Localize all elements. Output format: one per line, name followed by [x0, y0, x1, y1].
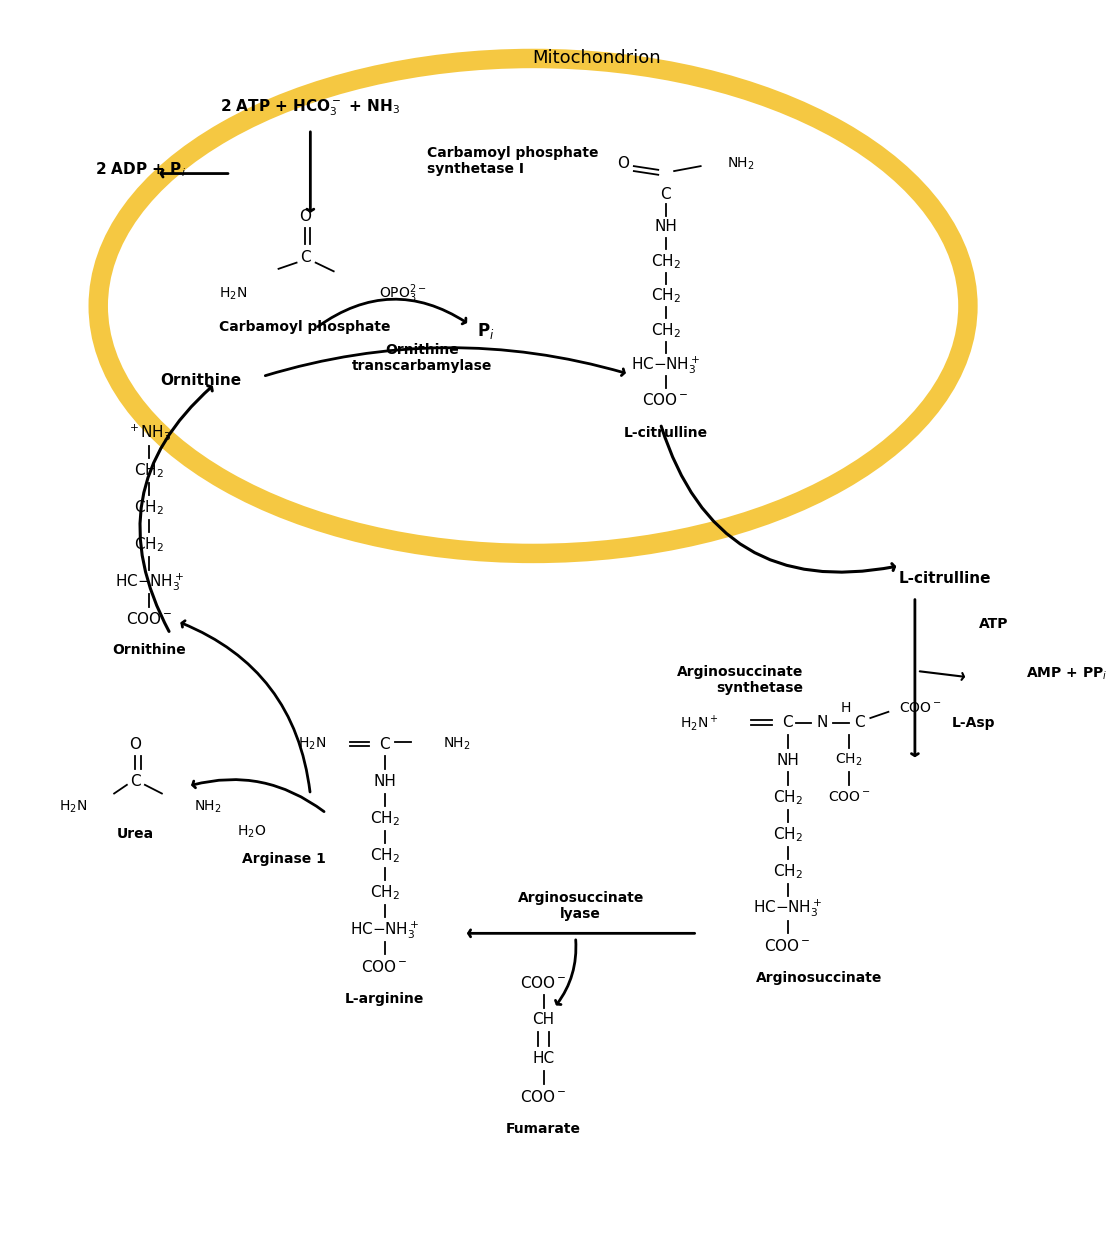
Text: C: C — [380, 737, 390, 752]
Text: H$_2$N$^+$: H$_2$N$^+$ — [680, 713, 718, 733]
Text: Carbamoyl phosphate
synthetase I: Carbamoyl phosphate synthetase I — [427, 147, 599, 177]
Text: CH$_2$: CH$_2$ — [134, 536, 164, 554]
Text: H$_2$N: H$_2$N — [298, 736, 326, 752]
Text: CH: CH — [533, 1013, 555, 1028]
Text: Fumarate: Fumarate — [506, 1122, 581, 1136]
Text: NH: NH — [373, 773, 397, 788]
Text: Ornithine: Ornithine — [161, 373, 241, 388]
Text: H$_2$N: H$_2$N — [219, 286, 247, 302]
Text: HC$-$NH$_3^+$: HC$-$NH$_3^+$ — [631, 354, 700, 377]
Text: CH$_2$: CH$_2$ — [134, 461, 164, 480]
Text: CH$_2$: CH$_2$ — [651, 322, 680, 341]
Text: N: N — [817, 716, 829, 731]
Text: CH$_2$: CH$_2$ — [773, 863, 803, 881]
Text: NH$_2$: NH$_2$ — [193, 799, 221, 815]
Text: COO$^-$: COO$^-$ — [828, 791, 870, 804]
Text: CH$_2$: CH$_2$ — [370, 883, 400, 902]
Text: AMP + PP$_i$: AMP + PP$_i$ — [1027, 665, 1107, 681]
Text: H$_2$O: H$_2$O — [238, 824, 267, 840]
Text: Urea: Urea — [117, 828, 154, 842]
Text: C: C — [782, 716, 793, 731]
Text: P$_i$: P$_i$ — [477, 321, 494, 341]
Text: L-arginine: L-arginine — [345, 992, 424, 1006]
Text: L-Asp: L-Asp — [952, 716, 995, 730]
Text: H$_2$N: H$_2$N — [59, 799, 87, 815]
Text: 2 ADP + P$_i$: 2 ADP + P$_i$ — [95, 160, 187, 179]
Text: HC: HC — [533, 1050, 555, 1065]
Text: COO$^-$: COO$^-$ — [361, 958, 408, 975]
Text: Arginase 1: Arginase 1 — [242, 853, 326, 866]
Text: CH$_2$: CH$_2$ — [134, 498, 164, 517]
Text: ATP: ATP — [978, 617, 1008, 631]
Text: $^+$NH$_3$: $^+$NH$_3$ — [127, 423, 171, 443]
Text: COO$^-$: COO$^-$ — [764, 937, 811, 953]
Text: C: C — [660, 188, 671, 203]
Text: Carbamoyl phosphate: Carbamoyl phosphate — [219, 319, 391, 334]
Text: L-citrulline: L-citrulline — [623, 426, 708, 440]
Text: COO$^-$: COO$^-$ — [642, 392, 689, 408]
Text: COO$^-$: COO$^-$ — [899, 701, 942, 715]
Text: HC$-$NH$_3^+$: HC$-$NH$_3^+$ — [350, 919, 419, 941]
Text: CH$_2$: CH$_2$ — [773, 825, 803, 844]
Text: CH$_2$: CH$_2$ — [651, 287, 680, 306]
Text: L-citrulline: L-citrulline — [899, 571, 992, 585]
Text: Arginosuccinate
synthetase: Arginosuccinate synthetase — [677, 665, 803, 695]
Text: NH$_2$: NH$_2$ — [727, 155, 755, 172]
Text: OPO$_3^{2-}$: OPO$_3^{2-}$ — [380, 282, 427, 305]
Text: Arginosuccinate
lyase: Arginosuccinate lyase — [517, 891, 645, 921]
Text: NH: NH — [776, 752, 799, 768]
Text: CH$_2$: CH$_2$ — [370, 809, 400, 828]
Text: H: H — [841, 701, 851, 715]
Text: C: C — [299, 250, 311, 265]
Text: C: C — [130, 773, 141, 788]
Text: O: O — [299, 209, 311, 224]
Text: CH$_2$: CH$_2$ — [773, 788, 803, 807]
Text: Arginosuccinate: Arginosuccinate — [756, 971, 882, 984]
Text: NH: NH — [655, 219, 677, 234]
Text: HC$-$NH$_3^+$: HC$-$NH$_3^+$ — [115, 571, 184, 593]
Text: CH$_2$: CH$_2$ — [370, 846, 400, 865]
Text: Mitochondrion: Mitochondrion — [533, 50, 661, 67]
Text: NH$_2$: NH$_2$ — [443, 736, 470, 752]
Text: COO$^-$: COO$^-$ — [521, 1089, 567, 1105]
Text: Ornithine: Ornithine — [113, 643, 187, 658]
Text: CH$_2$: CH$_2$ — [651, 252, 680, 271]
Text: CH$_2$: CH$_2$ — [836, 752, 862, 768]
Text: O: O — [618, 157, 629, 172]
Text: C: C — [855, 716, 865, 731]
Text: COO$^-$: COO$^-$ — [521, 975, 567, 991]
Text: HC$-$NH$_3^+$: HC$-$NH$_3^+$ — [753, 897, 822, 920]
Text: 2 ATP + HCO$_3^-$ + NH$_3$: 2 ATP + HCO$_3^-$ + NH$_3$ — [220, 98, 400, 118]
Text: COO$^-$: COO$^-$ — [126, 612, 172, 626]
Text: O: O — [130, 737, 142, 752]
Text: Ornithine
transcarbamylase: Ornithine transcarbamylase — [352, 343, 491, 373]
